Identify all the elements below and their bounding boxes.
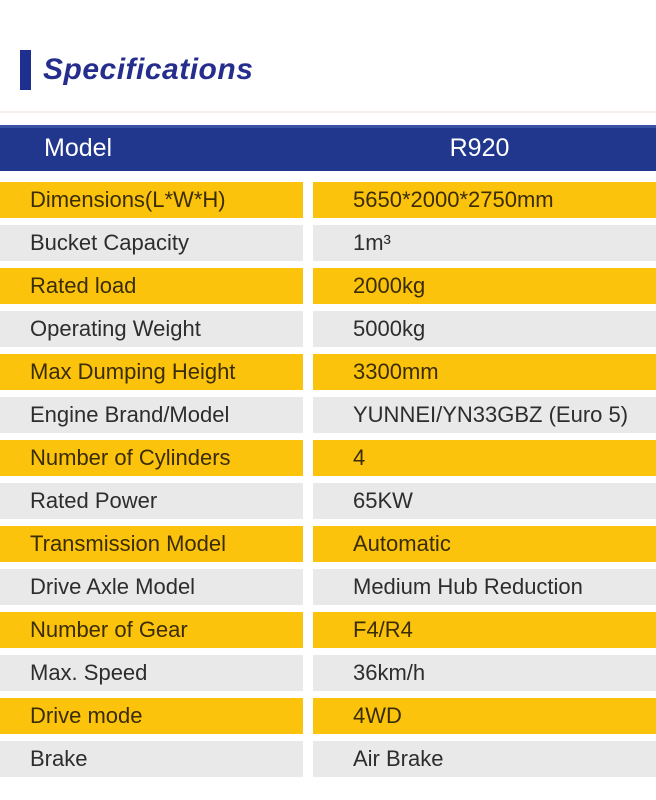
spec-label: Brake [0,741,303,777]
table-row: Drive mode 4WD [0,698,656,734]
table-row: Bucket Capacity 1m³ [0,225,656,261]
specifications-table: Model R920 Dimensions(L*W*H) 5650*2000*2… [0,125,656,777]
spec-label: Operating Weight [0,311,303,347]
spec-value: Air Brake [313,741,656,777]
spec-label: Transmission Model [0,526,303,562]
table-header-row: Model R920 [0,125,656,171]
table-row: Rated Power 65KW [0,483,656,519]
table-row: Max. Speed 36km/h [0,655,656,691]
table-row: Transmission Model Automatic [0,526,656,562]
title-block: Specifications [20,50,656,90]
spec-value: Medium Hub Reduction [313,569,656,605]
spec-value: 65KW [313,483,656,519]
table-row: Rated load 2000kg [0,268,656,304]
spec-value: 2000kg [313,268,656,304]
model-header-cell: Model [44,134,113,162]
spec-value: Automatic [313,526,656,562]
spec-value: F4/R4 [313,612,656,648]
page-title: Specifications [43,53,254,86]
spec-value: 36km/h [313,655,656,691]
spec-value: 3300mm [313,354,656,390]
spec-label: Rated Power [0,483,303,519]
spec-label: Number of Gear [0,612,303,648]
table-row: Brake Air Brake [0,741,656,777]
spec-label: Engine Brand/Model [0,397,303,433]
spec-label: Dimensions(L*W*H) [0,182,303,218]
spec-label: Max. Speed [0,655,303,691]
table-row: Dimensions(L*W*H) 5650*2000*2750mm [0,182,656,218]
spec-label: Bucket Capacity [0,225,303,261]
table-row: Operating Weight 5000kg [0,311,656,347]
spec-value: 1m³ [313,225,656,261]
title-accent-bar [20,50,31,90]
table-row: Engine Brand/Model YUNNEI/YN33GBZ (Euro … [0,397,656,433]
spec-label: Max Dumping Height [0,354,303,390]
table-row: Number of Gear F4/R4 [0,612,656,648]
spec-label: Number of Cylinders [0,440,303,476]
spec-value: 5000kg [313,311,656,347]
table-row: Drive Axle Model Medium Hub Reduction [0,569,656,605]
model-value-cell: R920 [449,134,510,162]
spec-label: Drive mode [0,698,303,734]
spec-value: 5650*2000*2750mm [313,182,656,218]
table-row: Max Dumping Height 3300mm [0,354,656,390]
spec-label: Rated load [0,268,303,304]
table-row: Number of Cylinders 4 [0,440,656,476]
table-body: Dimensions(L*W*H) 5650*2000*2750mm Bucke… [0,182,656,777]
spec-value: YUNNEI/YN33GBZ (Euro 5) [313,397,656,433]
spec-value: 4WD [313,698,656,734]
spec-value: 4 [313,440,656,476]
spec-label: Drive Axle Model [0,569,303,605]
section-divider [0,111,656,113]
